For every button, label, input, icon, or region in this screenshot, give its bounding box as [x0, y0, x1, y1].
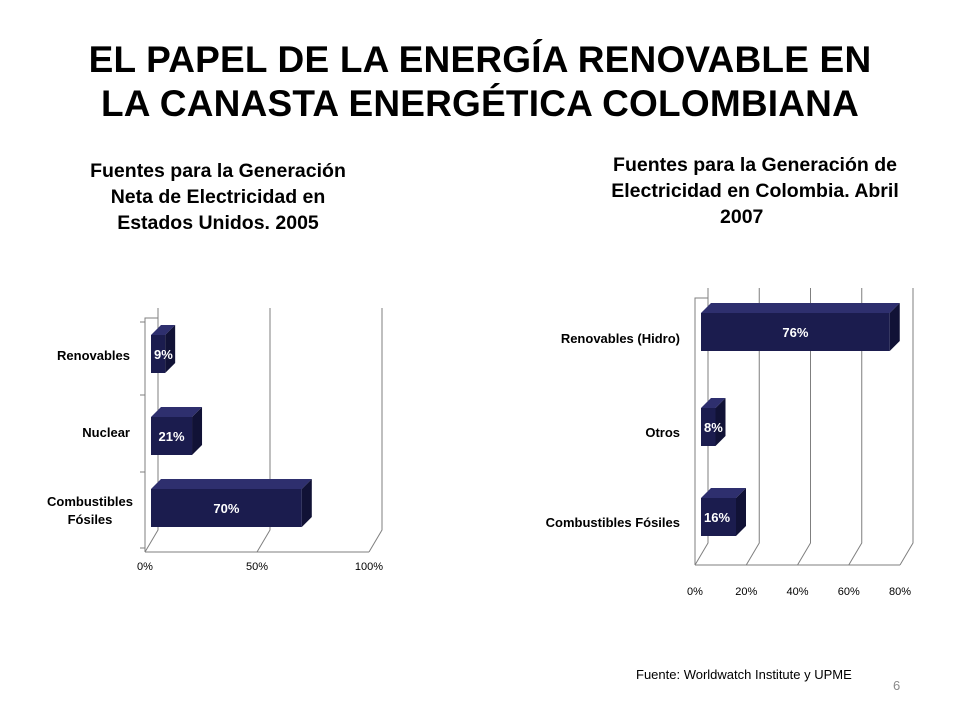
bar-top-face: [701, 303, 900, 313]
chart-title-us: Fuentes para la Generación Neta de Elect…: [38, 158, 398, 236]
bar-top-face: [151, 407, 203, 417]
gridline: [797, 288, 811, 566]
category-label: Renovables (Hidro): [561, 331, 680, 346]
bar-us-1: 21%: [151, 407, 203, 455]
x-tick-label: 50%: [246, 561, 268, 573]
category-label: Combustibles Fósiles: [546, 515, 680, 530]
gridline: [848, 288, 863, 566]
bar-data-label: 76%: [782, 325, 808, 340]
gridline: [256, 308, 271, 553]
bar-side-face: [192, 407, 203, 455]
bar-front-face: [151, 489, 302, 527]
chart-co: 0% 20% 40% 60% 80% 76% 8% 16% Renovables (Hidro)…: [546, 288, 914, 598]
gridline: [144, 308, 159, 553]
page-number: 6: [893, 678, 901, 693]
bar-co-1: 8%: [701, 398, 726, 446]
x-tick-label: 0%: [687, 586, 703, 598]
bar-side-face: [736, 488, 746, 536]
bar-top-face: [151, 325, 176, 335]
chart-title-colombia: Fuentes para la Generación de Electricid…: [560, 152, 950, 230]
x-tick-label: 0%: [137, 561, 153, 573]
gridline: [899, 288, 914, 566]
bar-co-0: 76%: [701, 303, 900, 351]
category-label: Otros: [645, 425, 680, 440]
bar-co-2: 16%: [701, 488, 746, 536]
source-note: Fuente: Worldwatch Institute y UPME: [636, 667, 852, 682]
bar-front-face: [701, 408, 716, 446]
slide-title-line-1: EL PAPEL DE LA ENERGÍA RENOVABLE EN: [88, 39, 872, 80]
gridline: [368, 308, 383, 553]
category-label: Nuclear: [82, 425, 130, 440]
bar-data-label: 70%: [213, 501, 239, 516]
bar-side-face: [715, 398, 726, 446]
chart-title-us-line-3: Estados Unidos. 2005: [117, 212, 319, 234]
x-tick-label: 40%: [786, 586, 808, 598]
chart-title-colombia-line-2: Electricidad en Colombia. Abril: [611, 180, 899, 202]
gridline: [694, 288, 709, 566]
bar-top-face: [701, 488, 746, 498]
bar-front-face: [151, 335, 166, 373]
bar-us-2: 70%: [151, 479, 312, 527]
bar-side-face: [301, 479, 312, 527]
slide-title: EL PAPEL DE LA ENERGÍA RENOVABLE EN LA C…: [0, 38, 960, 126]
x-tick-label: 60%: [838, 586, 860, 598]
bar-data-label: 21%: [159, 429, 185, 444]
bar-front-face: [701, 313, 890, 351]
gridline: [745, 288, 760, 566]
chart-title-us-line-2: Neta de Electricidad en: [110, 186, 326, 208]
y-axis: [144, 317, 158, 552]
chart-title-colombia-line-3: 2007: [720, 206, 764, 228]
x-tick-label: 100%: [355, 561, 383, 573]
chart-title-us-line-1: Fuentes para la Generación: [90, 160, 346, 182]
y-axis: [694, 297, 708, 565]
bar-top-face: [151, 479, 312, 489]
bar-data-label: 16%: [704, 510, 730, 525]
category-label: Combustibles Fósiles: [47, 494, 133, 527]
chart-us: 0% 50% 100% 9% 21% 70% Renovables Nuclear Combus…: [47, 308, 383, 573]
x-tick-label: 20%: [735, 586, 757, 598]
chart-title-colombia-line-1: Fuentes para la Generación de: [613, 154, 897, 176]
bar-front-face: [701, 498, 736, 536]
bar-front-face: [151, 417, 193, 455]
bar-data-label: 8%: [704, 420, 723, 435]
bar-top-face: [701, 398, 726, 408]
bar-us-0: 9%: [151, 325, 176, 373]
bar-side-face: [165, 325, 176, 373]
bar-side-face: [889, 303, 900, 351]
x-tick-label: 80%: [889, 586, 911, 598]
bar-data-label: 9%: [154, 347, 173, 362]
category-label: Renovables: [57, 348, 130, 363]
slide-title-line-2: LA CANASTA ENERGÉTICA COLOMBIANA: [100, 83, 860, 124]
